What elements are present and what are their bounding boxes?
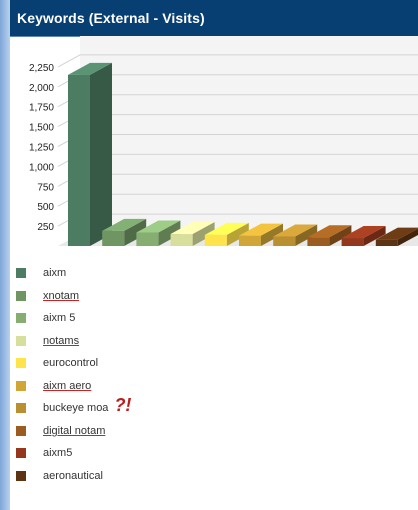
legend-swatch bbox=[16, 470, 26, 481]
legend-label: aixm5 bbox=[43, 447, 73, 460]
legend-label: aixm bbox=[43, 267, 67, 280]
legend-item: digital notam bbox=[10, 420, 418, 443]
bar-front bbox=[102, 230, 125, 246]
bar-xnotam bbox=[102, 218, 147, 246]
bar-side bbox=[90, 62, 112, 246]
bar-side bbox=[397, 228, 418, 246]
bar-front bbox=[239, 235, 261, 246]
y-tick-label: 1,750 bbox=[29, 103, 54, 114]
legend-label: notams bbox=[43, 334, 80, 347]
bar-front bbox=[273, 236, 296, 246]
legend-swatch bbox=[16, 380, 26, 391]
bar-buckeye-moa bbox=[273, 224, 318, 246]
y-tick-label: 500 bbox=[37, 202, 54, 213]
y-tick-label: 2,000 bbox=[29, 83, 54, 94]
legend-item: aixm bbox=[10, 262, 418, 285]
y-tick-label: 1,000 bbox=[29, 162, 54, 173]
legend-label: aixm aero bbox=[43, 379, 92, 392]
gridline bbox=[57, 54, 418, 68]
question-annotation: ?! bbox=[114, 394, 132, 415]
bar-side bbox=[295, 224, 318, 246]
bar-front bbox=[341, 238, 364, 246]
bar-eurocontrol bbox=[204, 222, 249, 246]
legend-swatch bbox=[16, 313, 26, 324]
bar-top bbox=[102, 218, 147, 231]
bar-top bbox=[375, 227, 418, 240]
bar-side bbox=[124, 218, 147, 246]
bar-front bbox=[375, 239, 398, 246]
panel-title-bar: Keywords (External - Visits) bbox=[10, 0, 418, 37]
left-edge-strip bbox=[0, 0, 10, 510]
bar-aixm5 bbox=[341, 226, 386, 246]
bar-top bbox=[136, 220, 181, 233]
legend-swatch bbox=[16, 335, 26, 346]
bar-top bbox=[170, 222, 215, 235]
y-tick-label: 2,250 bbox=[29, 63, 54, 74]
bar-aixm bbox=[68, 62, 112, 246]
legend-swatch bbox=[16, 358, 26, 369]
keywords-panel: Keywords (External - Visits) 250 500 750 1,… bbox=[10, 0, 418, 510]
bar-front bbox=[170, 234, 193, 246]
legend-swatch bbox=[16, 290, 26, 301]
legend-label: eurocontrol bbox=[43, 357, 99, 370]
bar-aixm-5 bbox=[136, 220, 181, 246]
legend-swatch bbox=[16, 403, 26, 414]
bar-side bbox=[192, 222, 215, 246]
legend-label: xnotam bbox=[43, 289, 80, 302]
panel-title: Keywords (External - Visits) bbox=[17, 10, 205, 26]
bar-top bbox=[68, 62, 112, 75]
bar-front bbox=[307, 237, 330, 246]
legend-item: eurocontrol bbox=[10, 352, 418, 375]
y-tick-label: 1,250 bbox=[29, 143, 54, 154]
bar-top bbox=[204, 222, 249, 235]
legend-item: xnotam bbox=[10, 285, 418, 308]
chart-svg: 250 500 750 1,000 1,250 1,500 1,750 2,000 2,250 bbox=[29, 36, 418, 246]
bar-top bbox=[307, 225, 352, 238]
bar-front bbox=[136, 232, 159, 246]
legend-item: buckeye moa?! bbox=[10, 394, 418, 420]
y-tick-label: 250 bbox=[37, 222, 54, 233]
legend-item: aeronautical bbox=[10, 465, 418, 488]
bar-top bbox=[273, 224, 318, 237]
bar-aixm-aero bbox=[239, 223, 283, 246]
y-tick-label: 750 bbox=[37, 182, 54, 193]
bar-side bbox=[261, 223, 283, 246]
legend-label: digital notam bbox=[43, 424, 106, 437]
legend-item: aixm5 bbox=[10, 442, 418, 465]
legend-label: aixm 5 bbox=[43, 312, 76, 325]
bar-top bbox=[341, 226, 386, 239]
legend-swatch bbox=[16, 448, 26, 459]
bar-digital-notam bbox=[307, 225, 352, 246]
legend-item: aixm aero bbox=[10, 375, 418, 398]
chart-legend: aixm xnotam aixm 5 notams eurocontrol aixm ae… bbox=[10, 262, 418, 487]
bar-front bbox=[68, 74, 90, 246]
legend-label: aeronautical bbox=[43, 469, 103, 482]
legend-label: buckeye moa bbox=[43, 402, 109, 415]
legend-swatch bbox=[16, 268, 26, 279]
bar-notams bbox=[170, 222, 215, 246]
legend-swatch bbox=[16, 425, 26, 436]
bar-chart: 250 500 750 1,000 1,250 1,500 1,750 2,000 2,250 bbox=[10, 36, 418, 254]
bar-side bbox=[158, 220, 181, 246]
legend-item: notams bbox=[10, 330, 418, 353]
bar-aeronautical bbox=[375, 227, 418, 246]
bar-side bbox=[226, 222, 249, 246]
bar-side bbox=[363, 226, 386, 246]
bar-top bbox=[239, 223, 283, 236]
legend-item: aixm 5 bbox=[10, 307, 418, 330]
bar-front bbox=[204, 234, 227, 246]
y-tick-label: 1,500 bbox=[29, 123, 54, 134]
bar-side bbox=[329, 225, 352, 246]
